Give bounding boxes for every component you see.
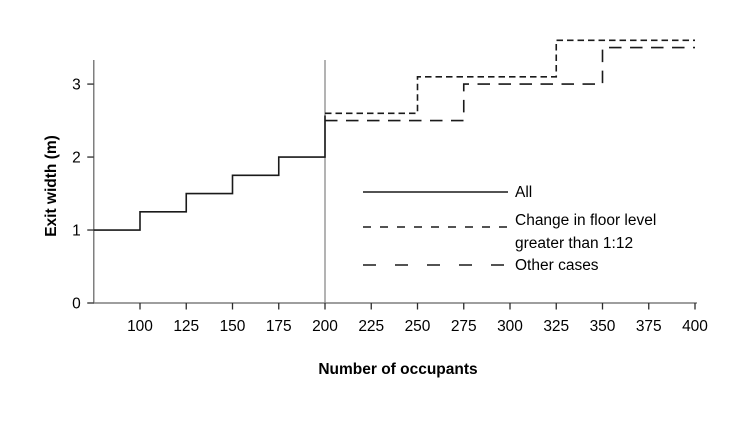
y-tick-label-1: 1 — [72, 223, 81, 240]
y-tick-label-0: 0 — [72, 296, 81, 313]
legend-label-all: All — [515, 184, 532, 201]
axes-frame — [93, 60, 697, 304]
series-line-change-in-floor-level-greater-th — [325, 39, 695, 115]
y-tick-label-2: 2 — [72, 150, 81, 167]
x-tick-label-350: 350 — [590, 318, 616, 335]
x-tick-label-150: 150 — [220, 318, 246, 335]
series-line-all — [93, 115, 326, 231]
y-tick-label-3: 3 — [72, 77, 81, 94]
x-tick-label-225: 225 — [358, 318, 384, 335]
legend-label-other-cases: Other cases — [515, 257, 599, 274]
legend-label-change-in-floor-level-greater-th-line2: greater than 1:12 — [515, 235, 633, 252]
x-tick-label-275: 275 — [451, 318, 477, 335]
x-tick-label-100: 100 — [127, 318, 153, 335]
series-line-other-cases — [325, 46, 695, 122]
legend-label-change-in-floor-level-greater-th: Change in floor level — [515, 212, 656, 229]
y-axis-title: Exit width (m) — [43, 135, 60, 237]
x-tick-label-300: 300 — [497, 318, 523, 335]
x-tick-label-375: 375 — [636, 318, 662, 335]
x-tick-label-250: 250 — [405, 318, 431, 335]
x-tick-label-200: 200 — [312, 318, 338, 335]
x-tick-label-125: 125 — [173, 318, 199, 335]
x-tick-label-175: 175 — [266, 318, 292, 335]
x-tick-label-400: 400 — [682, 318, 708, 335]
x-axis-title: Number of occupants — [318, 361, 477, 378]
x-tick-label-325: 325 — [543, 318, 569, 335]
